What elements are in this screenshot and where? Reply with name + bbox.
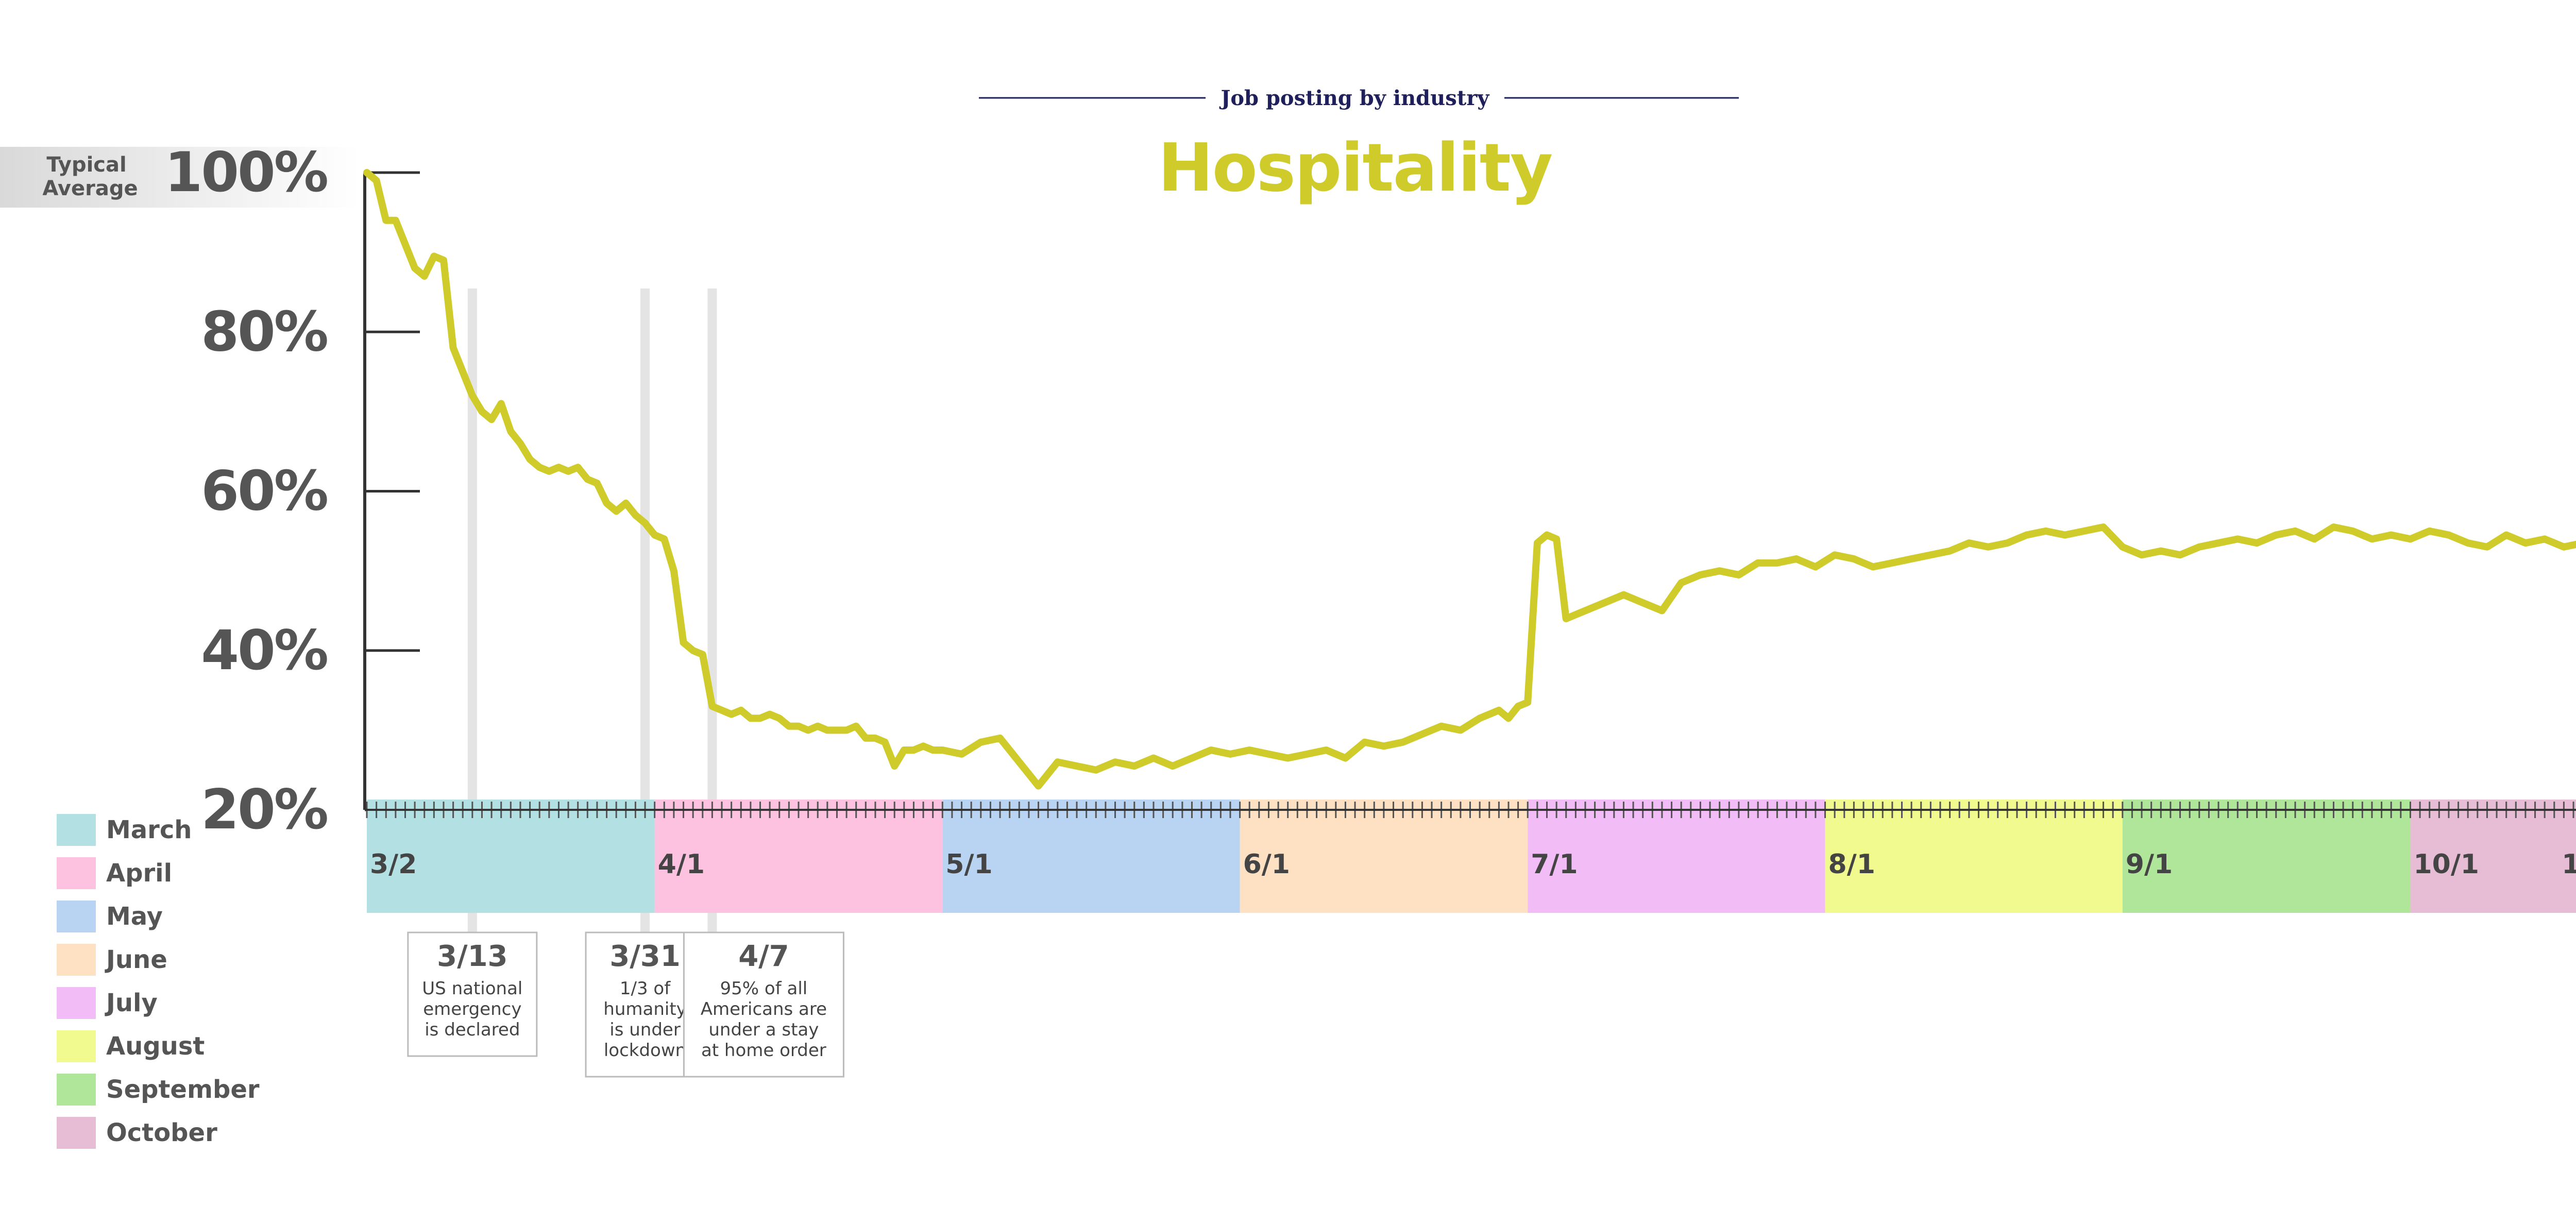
event-description-line: US national bbox=[422, 978, 522, 999]
event-callout-box bbox=[683, 931, 844, 1078]
event-description-line: is under bbox=[609, 1020, 681, 1040]
legend-label: September bbox=[106, 1075, 260, 1104]
month-band-october bbox=[2410, 800, 2576, 913]
month-band-june bbox=[1240, 800, 1528, 913]
event-date: 3/13 bbox=[437, 940, 507, 973]
legend-swatch-june bbox=[57, 944, 96, 976]
x-end-label: 10/26 bbox=[2562, 849, 2576, 880]
y-tick-label: 100% bbox=[165, 141, 327, 204]
legend-label: July bbox=[105, 989, 158, 1017]
y-tick-label: 60% bbox=[201, 460, 327, 523]
event-marker-bar bbox=[467, 288, 477, 932]
y-tick-label: 80% bbox=[201, 300, 327, 363]
event-description-line: emergency bbox=[423, 999, 521, 1020]
legend-swatch-july bbox=[57, 987, 96, 1019]
x-month-label: 4/1 bbox=[658, 849, 705, 880]
legend-label: May bbox=[106, 902, 163, 931]
typical-average-label: Typical Average bbox=[42, 153, 138, 200]
event-date: 3/31 bbox=[609, 940, 680, 973]
event-description-line: Americans are bbox=[701, 999, 827, 1020]
y-tick-label: 40% bbox=[201, 619, 327, 682]
legend-swatch-march bbox=[57, 814, 96, 846]
month-band-august bbox=[1825, 800, 2123, 913]
x-month-label: 3/2 bbox=[370, 849, 417, 880]
chart-title: Hospitality bbox=[1158, 130, 1552, 207]
legend-label: March bbox=[106, 816, 192, 844]
legend-label: October bbox=[106, 1118, 217, 1147]
x-month-label: 5/1 bbox=[945, 849, 992, 880]
month-band-march bbox=[367, 800, 655, 913]
legend-label: April bbox=[106, 859, 172, 888]
x-month-label: 7/1 bbox=[1531, 849, 1578, 880]
legend-swatch-april bbox=[57, 857, 96, 889]
x-month-label: 10/1 bbox=[2413, 849, 2479, 880]
event-description-line: is declared bbox=[425, 1020, 520, 1040]
month-band-september bbox=[2122, 800, 2411, 913]
chart-subtitle: Job posting by industry bbox=[1219, 86, 1490, 110]
x-month-label: 6/1 bbox=[1243, 849, 1290, 880]
event-description-line: under a stay bbox=[708, 1020, 819, 1040]
legend-label: August bbox=[106, 1032, 205, 1061]
typical-average-tag bbox=[0, 147, 361, 208]
series-line-hospitality bbox=[363, 169, 2576, 790]
legend-swatch-september bbox=[57, 1074, 96, 1106]
month-band-may bbox=[942, 800, 1240, 913]
y-tick-label: 20% bbox=[201, 778, 327, 841]
x-month-label: 9/1 bbox=[2126, 849, 2173, 880]
month-band-april bbox=[654, 800, 943, 913]
legend-swatch-august bbox=[57, 1030, 96, 1062]
event-marker-bar bbox=[640, 288, 650, 932]
event-description-line: 95% of all bbox=[720, 978, 808, 999]
month-band-july bbox=[1528, 800, 1825, 913]
event-description-line: at home order bbox=[701, 1040, 826, 1061]
event-description-line: 1/3 of bbox=[620, 978, 671, 999]
event-description-line: humanity bbox=[603, 999, 687, 1020]
legend-swatch-may bbox=[57, 901, 96, 932]
legend-label: June bbox=[105, 945, 167, 974]
event-description-line: lockdown bbox=[604, 1040, 686, 1061]
event-marker-bar bbox=[707, 288, 717, 932]
legend-swatch-october bbox=[57, 1117, 96, 1149]
event-callout-box bbox=[407, 931, 538, 1057]
x-month-label: 8/1 bbox=[1828, 849, 1875, 880]
event-date: 4/7 bbox=[738, 940, 789, 973]
